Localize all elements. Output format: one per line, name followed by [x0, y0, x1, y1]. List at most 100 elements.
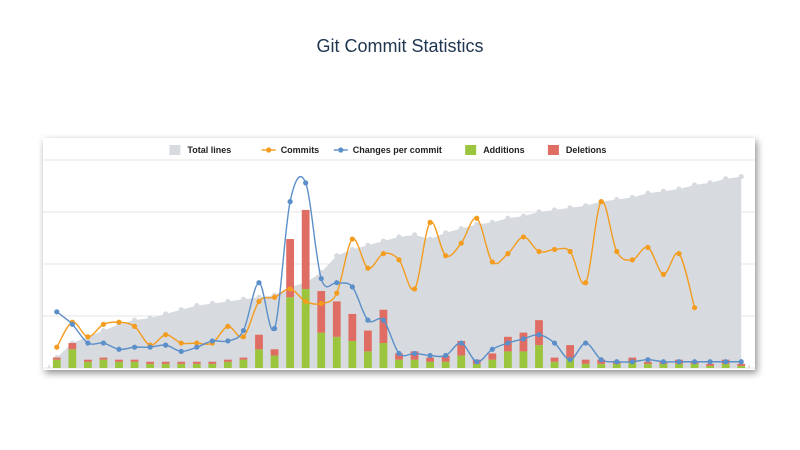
additions-bar: [84, 361, 92, 368]
total-lines-point: [225, 298, 231, 305]
additions-bar: [99, 359, 108, 368]
commits-point: [629, 257, 635, 263]
changes-per-commit-point: [147, 344, 153, 350]
deletions-bar: [457, 340, 466, 356]
changes-per-commit-point: [598, 357, 604, 363]
additions-bar: [395, 359, 403, 368]
changes-per-commit-point: [474, 359, 480, 365]
line-layer: [54, 176, 744, 365]
changes-per-commit-point: [69, 321, 75, 327]
additions-bar: [270, 355, 279, 368]
changes-per-commit-point: [318, 275, 324, 282]
changes-per-commit-point: [163, 342, 169, 348]
total-lines-point: [505, 215, 511, 221]
deletions-bar: [68, 343, 77, 350]
deletions-bar: [332, 301, 341, 337]
deletions-bar: [224, 359, 232, 362]
total-lines-point: [380, 238, 387, 244]
changes-per-commit-point: [645, 357, 651, 363]
commits-point: [54, 344, 60, 350]
deletions-bar: [441, 355, 450, 362]
additions-bar: [737, 365, 746, 368]
deletions-bar: [379, 309, 388, 344]
commits-point: [520, 234, 527, 240]
total-lines-point: [365, 242, 371, 248]
total-lines-point: [163, 311, 169, 317]
total-lines-area: [56, 176, 742, 368]
deletions-bar: [177, 361, 186, 364]
commits-point: [287, 286, 293, 292]
total-lines-point: [349, 246, 355, 253]
total-lines-point: [334, 253, 340, 259]
commits-point: [567, 248, 573, 255]
commits-point: [411, 286, 418, 292]
commits-point: [691, 305, 698, 311]
changes-per-commit-point: [271, 325, 278, 332]
changes-per-commit-point: [365, 317, 371, 323]
commits-point: [349, 236, 355, 242]
commits-point: [178, 340, 184, 346]
additions-bar: [659, 363, 668, 368]
additions-bar: [364, 351, 372, 368]
deletions-bar: [255, 334, 263, 350]
changes-per-commit-point: [100, 340, 107, 346]
legend-swatch-total-lines: [169, 145, 181, 155]
changes-per-commit-point: [303, 180, 309, 186]
deletions-bar: [239, 357, 248, 360]
total-lines-point: [131, 317, 138, 323]
additions-bar: [332, 336, 341, 368]
additions-bar: [426, 361, 434, 368]
legend-swatch-additions: [465, 145, 477, 155]
commits-point: [583, 280, 589, 286]
additions-bar: [612, 363, 621, 368]
commits-point: [443, 253, 449, 259]
deletions-bar: [737, 363, 746, 366]
changes-per-commit-point: [536, 332, 542, 338]
deletions-bar: [99, 357, 108, 360]
changes-per-commit-point: [520, 336, 527, 342]
additions-bar: [255, 349, 263, 368]
additions-bar: [472, 363, 481, 368]
changes-per-commit-point: [629, 359, 635, 365]
legend[interactable]: Total lines Commits Changes per commit Addi…: [169, 145, 606, 155]
changes-per-commit-point: [85, 340, 91, 346]
commits-point: [458, 240, 464, 246]
deletions-bar: [146, 361, 154, 364]
deletions-bar: [395, 353, 403, 360]
deletions-bar: [550, 357, 559, 362]
additions-bar: [130, 361, 139, 368]
commits-point: [427, 219, 433, 225]
commit-chart: Total lines Commits Changes per commit Addi…: [43, 145, 755, 369]
deletions-bar: [52, 357, 61, 360]
total-lines-point: [256, 294, 262, 300]
page-title: Git Commit Statistics: [316, 36, 484, 56]
commits-point: [116, 319, 122, 325]
total-lines-point: [474, 221, 480, 228]
commits-point: [303, 298, 309, 305]
additions-bar: [379, 343, 388, 368]
deletions-bar: [488, 353, 497, 360]
changes-per-commit-point: [116, 346, 122, 352]
total-lines-point: [209, 300, 215, 307]
total-lines-point: [660, 188, 667, 194]
total-lines-point: [194, 303, 200, 309]
deletions-bar: [208, 361, 217, 364]
commits-point: [163, 332, 169, 338]
total-lines-point: [147, 315, 153, 321]
total-lines-point: [100, 327, 107, 334]
deletions-bar: [130, 359, 139, 362]
legend-swatch-deletions: [547, 145, 559, 155]
additions-bar: [441, 361, 450, 368]
changes-per-commit-point: [489, 346, 495, 352]
total-lines-point: [396, 234, 402, 240]
total-lines-point: [458, 226, 464, 232]
commits-point: [474, 215, 480, 221]
additions-bar: [675, 363, 683, 368]
changes-per-commit-point: [349, 284, 355, 290]
changes-per-commit-point: [567, 357, 573, 363]
total-lines-area-layer: [54, 174, 744, 368]
deletions-bar: [581, 359, 590, 364]
additions-bar: [690, 363, 699, 368]
commits-point: [598, 199, 604, 205]
changes-per-commit-point: [334, 280, 340, 286]
